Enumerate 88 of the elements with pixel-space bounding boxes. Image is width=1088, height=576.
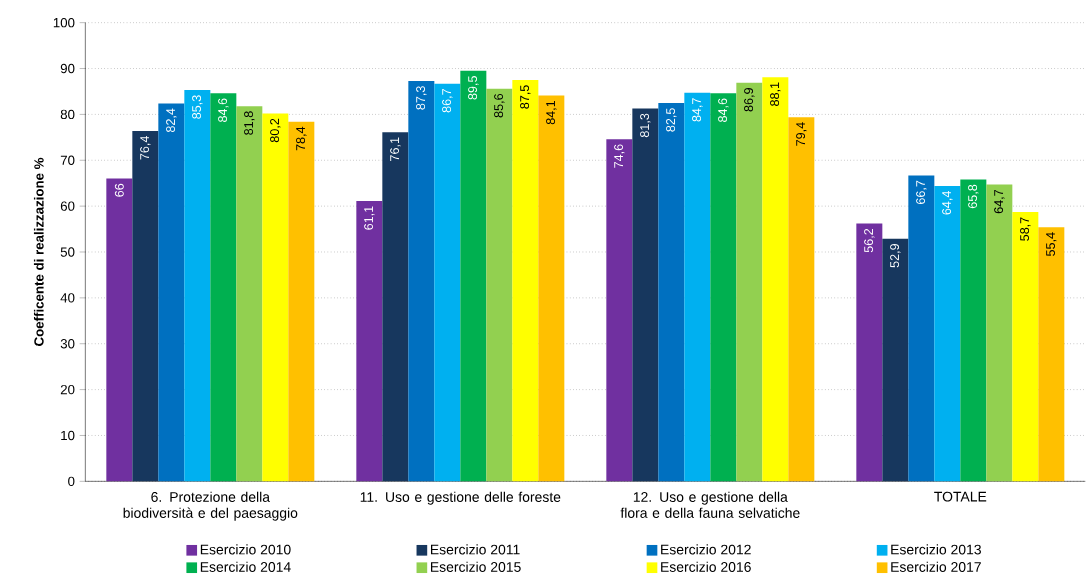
data-label: 76,4 [140,135,151,160]
y-tick-label: 70 [60,155,75,165]
y-tick-label: 10 [61,430,75,441]
y-tick-label: 80 [60,109,75,120]
data-label: 84,6 [218,98,229,123]
y-axis-title: Coefficente di realizzazione % [33,157,44,346]
y-tick-label: 60 [60,201,75,211]
data-label: 84,1 [546,100,557,125]
legend-label: Esercizio 2012 [661,544,751,555]
data-label: 79,4 [796,122,807,146]
data-label: 86,9 [744,88,755,112]
bar [934,185,961,482]
data-label: 88,1 [770,82,781,106]
bar [736,82,763,482]
bar [538,95,565,482]
data-label: 85,3 [192,95,203,119]
data-label: 81,3 [640,113,651,138]
bar [710,93,737,482]
bar [262,113,289,482]
bar [132,130,159,482]
data-label: 87,5 [520,85,531,109]
bar [882,238,909,482]
bar [856,223,883,482]
data-label: 87,3 [416,86,427,110]
bar [908,175,935,482]
data-label: 85,6 [494,93,505,118]
bar [606,139,633,482]
data-label: 84,6 [718,98,729,123]
bar [512,79,539,482]
legend-label: Esercizio 2015 [431,561,521,572]
data-label: 52,9 [890,243,901,268]
data-label: 82,5 [666,108,677,132]
bar [236,106,263,482]
legend-label: Esercizio 2011 [431,544,520,555]
bar [658,102,685,482]
bar [158,103,185,482]
data-label: 74,6 [614,144,625,168]
bar [210,93,237,482]
bar [1012,212,1039,482]
data-label: 64,7 [994,189,1005,214]
y-tick-label: 40 [60,293,75,303]
data-label: 84,7 [692,98,703,122]
y-tick-label: 50 [60,247,75,257]
data-label: 66,7 [916,180,927,205]
legend-label: Esercizio 2014 [200,561,291,572]
x-tick-label: 6. Protezione della biodiversità e del paesaggio [123,491,298,521]
x-tick-label: 12. Uso e gestione della flora e della fauna selvatiche [620,491,800,518]
x-tick-label: 11. Uso e gestione delle foreste [360,491,561,505]
bar [184,90,211,482]
bar [986,184,1013,482]
legend-label: Esercizio 2016 [661,561,751,572]
bar [762,77,789,482]
data-label: 61,1 [364,206,375,230]
data-label: 89,5 [468,76,479,100]
bar [960,179,987,482]
bar [788,117,815,482]
bar [684,92,711,482]
x-tick-label: TOTALE [934,491,987,502]
legend-label: Esercizio 2017 [891,561,981,572]
data-label: 78,4 [296,126,307,151]
bar [632,108,659,482]
y-tick-label: 90 [60,63,75,74]
y-tick-label: 20 [60,384,75,395]
data-label: 58,7 [1020,217,1031,241]
bar [106,178,133,482]
bar [408,80,435,482]
bar [434,83,461,482]
bar [356,201,383,482]
y-tick-label: 30 [60,339,75,349]
bar [1038,227,1065,482]
y-tick-label: 0 [68,476,75,487]
bar [288,121,315,482]
legend-label: Esercizio 2013 [891,544,981,555]
bar [382,132,409,482]
data-label: 86,7 [442,88,453,113]
data-label: 56,2 [864,228,875,253]
bar [486,88,513,482]
data-label: 80,2 [270,118,281,143]
data-label: 76,1 [390,137,401,161]
data-label: 55,4 [1046,232,1057,256]
data-label: 64,4 [942,191,953,215]
data-label: 65,8 [968,184,979,209]
data-label: 81,8 [244,111,255,135]
data-label: 82,4 [166,108,177,133]
y-tick-label: 100 [53,17,75,28]
legend-label: Esercizio 2010 [200,544,291,555]
data-label: 66 [114,183,124,197]
bar [460,70,487,482]
